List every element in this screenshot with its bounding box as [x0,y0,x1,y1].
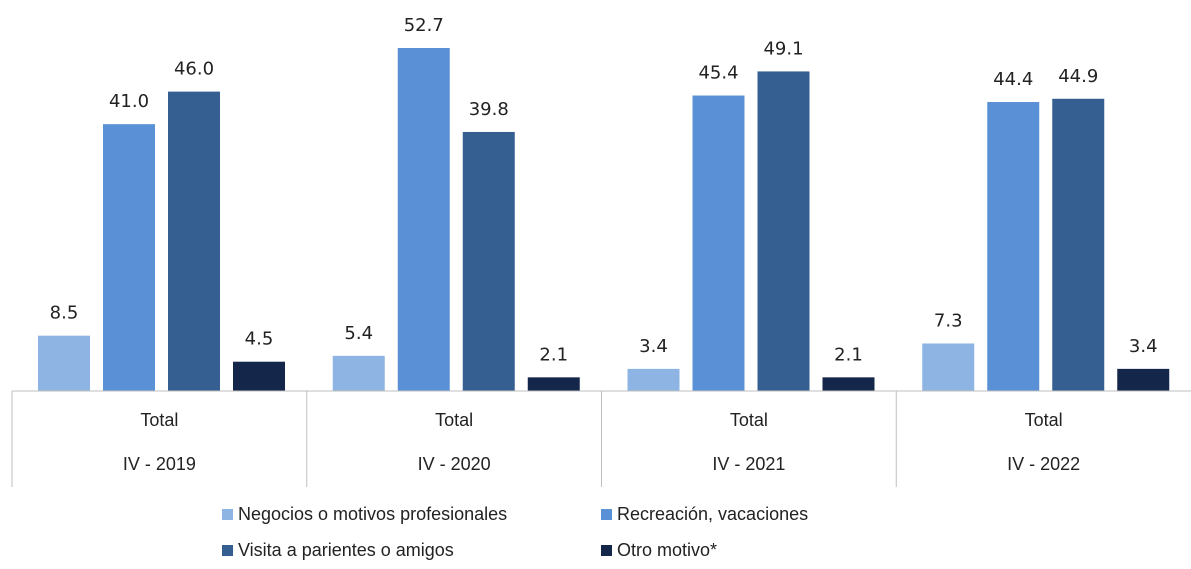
value-label: 8.5 [50,303,79,324]
value-label: 39.8 [469,99,509,120]
legend-label: Negocios o motivos profesionales [238,504,507,524]
x-tick-label: IV - 2021 [712,454,785,474]
x-tick-label: IV - 2020 [418,454,491,474]
x-subcategory-label: Total [730,410,768,430]
legend-swatch [222,545,233,556]
bar [332,355,385,391]
value-label: 46.0 [174,59,214,80]
bar [233,361,285,391]
bar [527,377,580,391]
value-label: 3.4 [1129,336,1158,357]
value-label: 45.4 [698,63,738,84]
bar [1052,98,1105,391]
value-label: 44.9 [1058,66,1098,87]
bar [168,91,220,391]
legend-swatch [222,509,233,520]
value-label: 52.7 [404,15,444,36]
legend-label: Recreación, vacaciones [617,504,808,524]
value-label: 2.1 [539,344,568,365]
value-label: 7.3 [934,310,963,331]
value-label: 5.4 [344,323,373,344]
value-label: 3.4 [639,336,668,357]
bar [987,102,1040,391]
legend-label: Visita a parientes o amigos [238,540,454,560]
value-label: 4.5 [245,329,274,350]
legend-swatch [601,509,612,520]
bar [692,95,745,392]
x-subcategory-label: Total [140,410,178,430]
legend-swatch [601,545,612,556]
bar [922,343,975,391]
x-subcategory-label: Total [435,410,473,430]
bar [822,377,875,391]
bar [757,71,810,392]
value-label: 44.4 [993,69,1033,90]
bar [38,335,90,391]
value-label: 49.1 [763,38,803,59]
bar [627,368,680,391]
x-subcategory-label: Total [1025,410,1063,430]
bar [397,48,450,391]
x-tick-label: IV - 2019 [123,454,196,474]
value-label: 2.1 [834,344,863,365]
x-tick-label: IV - 2022 [1007,454,1080,474]
legend-label: Otro motivo* [617,540,717,560]
bar [1117,368,1170,391]
value-label: 41.0 [109,91,149,112]
bar [462,131,515,392]
bar [103,124,155,391]
